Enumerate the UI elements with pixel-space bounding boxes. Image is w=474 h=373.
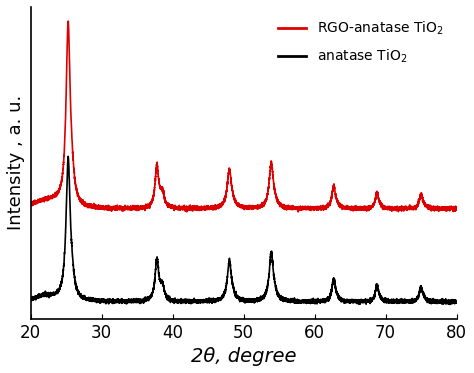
Legend: RGO-anatase TiO$_2$, anatase TiO$_2$: RGO-anatase TiO$_2$, anatase TiO$_2$ [273,14,450,71]
X-axis label: 2θ, degree: 2θ, degree [191,347,296,366]
Y-axis label: Intensity , a. u.: Intensity , a. u. [7,95,25,231]
